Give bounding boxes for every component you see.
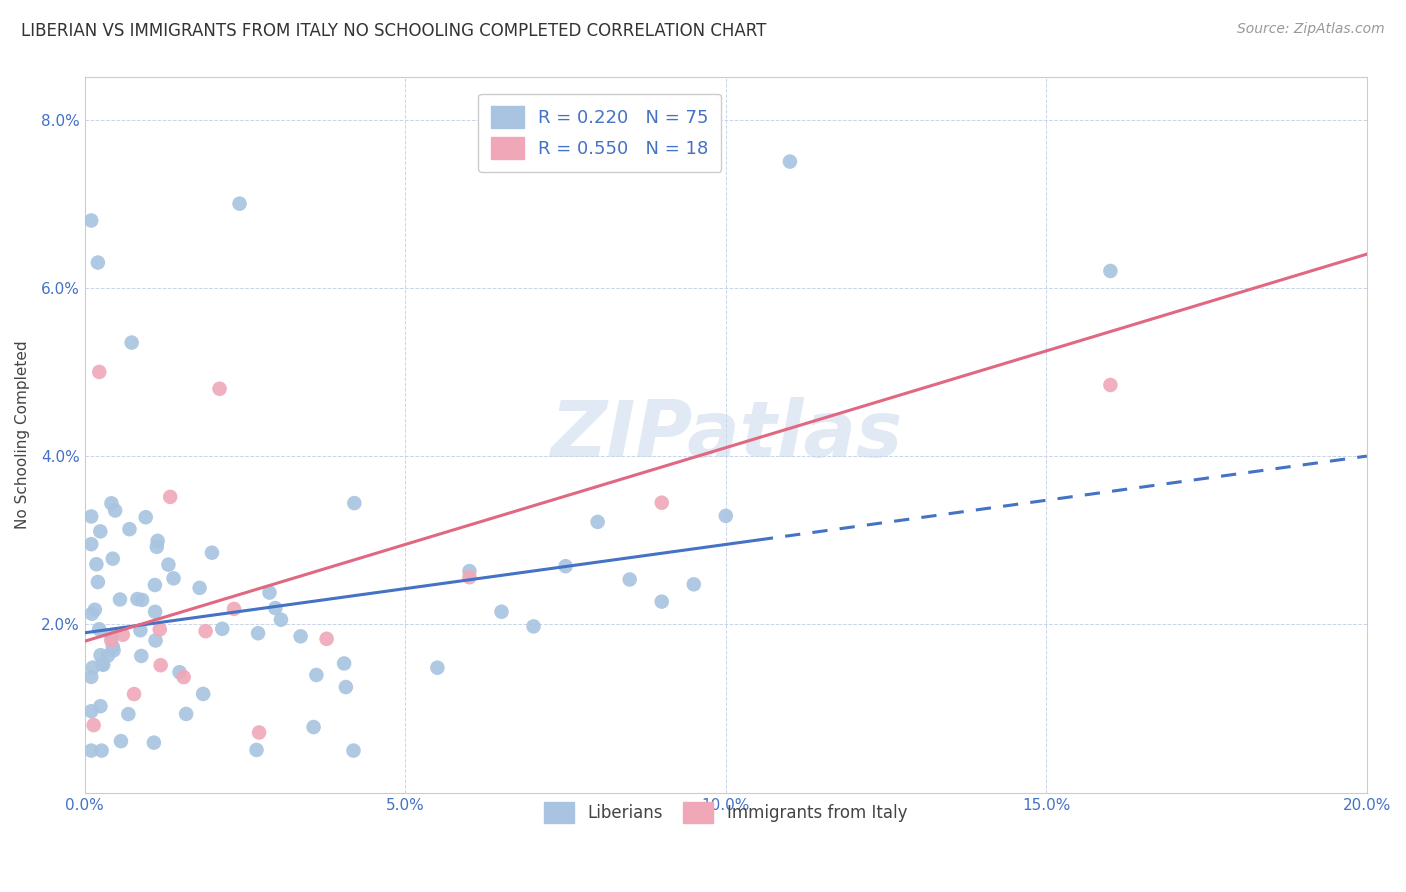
Point <box>191 687 214 701</box>
Point <box>80 704 103 718</box>
Point <box>247 725 270 739</box>
Point <box>101 640 124 654</box>
Point <box>157 558 180 572</box>
Point <box>90 743 112 757</box>
Legend: Liberians, Immigrants from Italy: Liberians, Immigrants from Italy <box>533 790 920 834</box>
Y-axis label: No Schooling Completed: No Schooling Completed <box>15 341 30 529</box>
Point <box>491 605 513 619</box>
Point <box>80 607 103 621</box>
Point <box>169 665 191 680</box>
Point <box>146 540 169 554</box>
Point <box>100 633 122 648</box>
Point <box>779 154 801 169</box>
Point <box>259 585 281 599</box>
Text: ZIPatlas: ZIPatlas <box>550 397 903 473</box>
Point <box>135 510 157 524</box>
Point <box>80 670 103 684</box>
Point <box>101 551 124 566</box>
Point <box>145 633 167 648</box>
Point <box>343 496 366 510</box>
Point <box>111 628 134 642</box>
Point <box>651 594 673 608</box>
Point <box>80 743 103 757</box>
Point <box>131 593 153 607</box>
Point <box>142 736 165 750</box>
Point <box>162 571 184 585</box>
Point <box>619 573 641 587</box>
Point <box>146 533 169 548</box>
Point <box>651 496 673 510</box>
Point <box>89 622 111 636</box>
Point <box>117 707 139 722</box>
Point <box>228 196 250 211</box>
Point <box>1099 264 1122 278</box>
Point <box>118 522 141 536</box>
Point <box>342 743 364 757</box>
Point <box>208 382 231 396</box>
Point <box>247 626 270 640</box>
Point <box>87 255 110 269</box>
Point <box>264 601 287 615</box>
Point <box>110 734 132 748</box>
Point <box>302 720 325 734</box>
Point <box>174 706 197 721</box>
Point <box>89 524 111 539</box>
Point <box>103 643 125 657</box>
Point <box>82 660 104 674</box>
Point <box>245 743 267 757</box>
Point <box>100 496 122 510</box>
Point <box>270 613 292 627</box>
Text: Source: ZipAtlas.com: Source: ZipAtlas.com <box>1237 22 1385 37</box>
Point <box>201 546 224 560</box>
Point <box>131 648 153 663</box>
Point <box>87 574 110 589</box>
Point <box>426 661 449 675</box>
Point <box>143 578 166 592</box>
Point <box>211 622 233 636</box>
Point <box>122 687 145 701</box>
Point <box>554 559 576 574</box>
Point <box>80 509 103 524</box>
Point <box>315 632 337 646</box>
Point <box>129 624 152 638</box>
Point <box>305 668 328 682</box>
Point <box>188 581 211 595</box>
Point <box>222 602 245 616</box>
Point <box>149 623 172 637</box>
Point <box>159 490 181 504</box>
Text: LIBERIAN VS IMMIGRANTS FROM ITALY NO SCHOOLING COMPLETED CORRELATION CHART: LIBERIAN VS IMMIGRANTS FROM ITALY NO SCH… <box>21 22 766 40</box>
Point <box>121 335 143 350</box>
Point <box>290 629 312 643</box>
Point <box>104 503 127 517</box>
Point <box>97 648 120 663</box>
Point <box>80 537 103 551</box>
Point <box>173 670 195 684</box>
Point <box>89 365 111 379</box>
Point <box>586 515 609 529</box>
Point <box>83 603 105 617</box>
Point <box>335 680 357 694</box>
Point <box>83 718 105 732</box>
Point <box>714 508 737 523</box>
Point <box>100 628 122 642</box>
Point <box>194 624 217 639</box>
Point <box>333 657 356 671</box>
Point <box>127 592 149 607</box>
Point <box>108 592 131 607</box>
Point <box>80 213 103 227</box>
Point <box>458 564 481 578</box>
Point <box>522 619 544 633</box>
Point <box>90 648 112 663</box>
Point <box>91 657 114 672</box>
Point <box>682 577 704 591</box>
Point <box>143 605 166 619</box>
Point <box>1099 378 1122 392</box>
Point <box>149 658 172 673</box>
Point <box>86 558 108 572</box>
Point <box>89 699 111 714</box>
Point <box>91 657 114 671</box>
Point <box>458 570 481 584</box>
